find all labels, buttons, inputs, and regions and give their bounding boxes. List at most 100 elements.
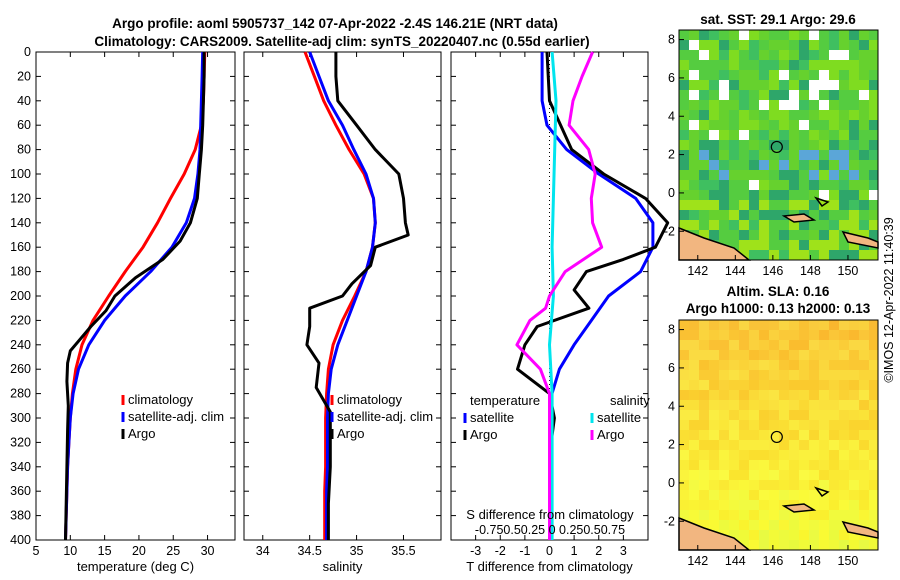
map-cell	[809, 330, 819, 340]
map-cell	[839, 410, 849, 420]
map-cell	[769, 220, 779, 230]
map-cell	[759, 430, 769, 440]
map-cell	[829, 420, 839, 430]
map-cell	[829, 200, 839, 210]
map-cell	[719, 230, 729, 240]
map-cell	[679, 510, 689, 520]
map-cell	[719, 100, 729, 110]
map-cell	[839, 540, 849, 550]
map-cell	[699, 460, 709, 470]
map-cell	[709, 370, 719, 380]
map-cell	[739, 320, 749, 330]
map-cell	[709, 30, 719, 40]
map-cell	[779, 50, 789, 60]
map-cell	[809, 50, 819, 60]
y-tick-label: 8	[668, 323, 675, 337]
map-cell	[719, 90, 729, 100]
map-cell	[809, 470, 819, 480]
map-cell	[759, 160, 769, 170]
map-cell	[799, 360, 809, 370]
map-cell	[719, 520, 729, 530]
map-cell	[759, 360, 769, 370]
map-cell	[679, 500, 689, 510]
map-cell	[849, 440, 859, 450]
map-cell	[789, 350, 799, 360]
map-cell	[799, 50, 809, 60]
map-cell	[839, 40, 849, 50]
map-cell	[829, 370, 839, 380]
map-cell	[759, 350, 769, 360]
map-cell	[849, 240, 859, 250]
map-cell	[749, 80, 759, 90]
map-cell	[799, 40, 809, 50]
map-cell	[799, 470, 809, 480]
map-cell	[689, 380, 699, 390]
map-cell	[709, 230, 719, 240]
map-cell	[789, 190, 799, 200]
map-cell	[779, 460, 789, 470]
map-cell	[859, 180, 869, 190]
map-cell	[689, 490, 699, 500]
map-cell	[819, 190, 829, 200]
map-cell	[709, 450, 719, 460]
map-cell	[849, 360, 859, 370]
map-cell	[859, 350, 869, 360]
map-cell	[829, 360, 839, 370]
map-cell	[859, 250, 869, 260]
map-cell	[819, 480, 829, 490]
map-cell	[849, 190, 859, 200]
map-cell	[779, 400, 789, 410]
map-cell	[769, 230, 779, 240]
map-cell	[769, 510, 779, 520]
map-cell	[769, 410, 779, 420]
argo-line	[305, 52, 410, 540]
map-cell	[869, 170, 878, 180]
map-cell	[749, 460, 759, 470]
map-cell	[699, 450, 709, 460]
map-cell	[689, 210, 699, 220]
x-tick-label: 148	[800, 554, 821, 568]
title-line2: Climatology: CARS2009. Satellite-adj cli…	[94, 34, 589, 49]
map-cell	[779, 230, 789, 240]
map-cell	[869, 100, 878, 110]
map-cell	[869, 340, 878, 350]
map-cell	[679, 190, 689, 200]
map-cell	[809, 460, 819, 470]
map-cell	[869, 180, 878, 190]
map-cell	[839, 200, 849, 210]
map-cell	[729, 40, 739, 50]
map-cell	[709, 200, 719, 210]
map-cell	[839, 360, 849, 370]
x-axis-label: temperature (deg C)	[77, 559, 194, 574]
map-cell	[839, 150, 849, 160]
map-cell	[749, 530, 759, 540]
map-cell	[699, 400, 709, 410]
map-cell	[769, 70, 779, 80]
map-cell	[809, 70, 819, 80]
map-cell	[729, 400, 739, 410]
map-cell	[749, 250, 759, 260]
map-cell	[749, 120, 759, 130]
map-cell	[789, 440, 799, 450]
map-cell	[729, 130, 739, 140]
map-cell	[719, 390, 729, 400]
map-cell	[829, 150, 839, 160]
map-cell	[859, 40, 869, 50]
map-cell	[819, 360, 829, 370]
map-cell	[839, 500, 849, 510]
map-cell	[769, 140, 779, 150]
map-cell	[819, 160, 829, 170]
map-cell	[709, 140, 719, 150]
map-frame	[678, 29, 879, 261]
map-cell	[779, 500, 789, 510]
map-cell	[699, 440, 709, 450]
map-cell	[689, 440, 699, 450]
map-cell	[869, 430, 878, 440]
map-cell	[719, 180, 729, 190]
map-cell	[809, 480, 819, 490]
map-cell	[719, 80, 729, 90]
map-cell	[799, 450, 809, 460]
map-cell	[709, 130, 719, 140]
map-cell	[699, 140, 709, 150]
map-cell	[739, 460, 749, 470]
